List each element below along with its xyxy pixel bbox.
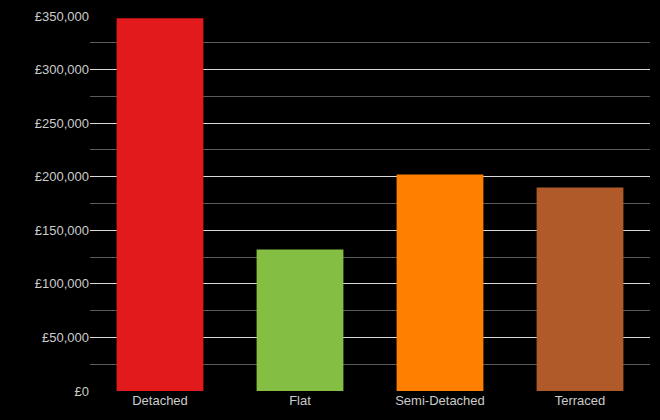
svg-text:£250,000: £250,000	[35, 116, 89, 131]
svg-text:£300,000: £300,000	[35, 62, 89, 77]
svg-text:£100,000: £100,000	[35, 276, 89, 291]
svg-text:£150,000: £150,000	[35, 223, 89, 238]
svg-text:Flat: Flat	[289, 393, 311, 408]
svg-text:Detached: Detached	[132, 393, 188, 408]
svg-text:Terraced: Terraced	[555, 393, 606, 408]
svg-text:£350,000: £350,000	[35, 9, 89, 24]
svg-text:Semi-Detached: Semi-Detached	[395, 393, 485, 408]
svg-text:£50,000: £50,000	[42, 330, 89, 345]
svg-text:£0: £0	[75, 384, 89, 399]
svg-text:£200,000: £200,000	[35, 169, 89, 184]
